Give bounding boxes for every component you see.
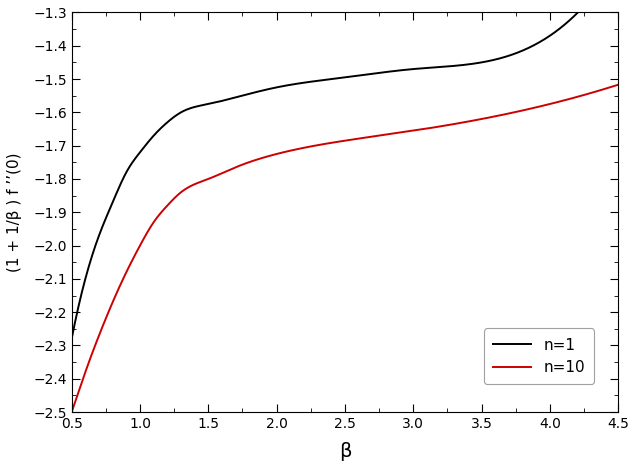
n=1 bbox=[539, 38, 546, 44]
n=1 bbox=[482, 59, 490, 65]
n=10 bbox=[482, 115, 490, 121]
n=1 bbox=[101, 217, 109, 223]
n=10 bbox=[614, 82, 622, 88]
n=10 bbox=[68, 410, 76, 415]
n=10 bbox=[385, 132, 393, 137]
Line: n=1: n=1 bbox=[72, 0, 618, 339]
n=1 bbox=[385, 69, 393, 74]
Legend: n=1, n=10: n=1, n=10 bbox=[484, 329, 594, 385]
Line: n=10: n=10 bbox=[72, 85, 618, 412]
n=1 bbox=[416, 66, 424, 71]
n=10 bbox=[539, 103, 546, 109]
Y-axis label: (1 + 1/β ) f ’’(0): (1 + 1/β ) f ’’(0) bbox=[7, 153, 22, 272]
n=10 bbox=[101, 317, 109, 323]
n=1 bbox=[68, 336, 76, 342]
X-axis label: β: β bbox=[338, 442, 351, 461]
n=1 bbox=[399, 67, 407, 73]
n=10 bbox=[416, 127, 424, 132]
n=10 bbox=[399, 129, 407, 135]
